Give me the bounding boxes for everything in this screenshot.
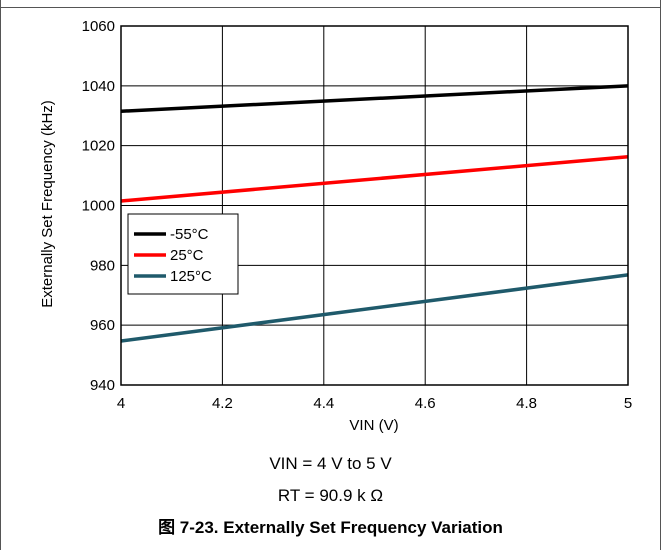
- x-tick-label: 4: [117, 395, 125, 412]
- x-tick-label: 4.4: [313, 395, 334, 412]
- y-tick-label: 1020: [82, 138, 115, 155]
- series-layer: [120, 84, 629, 343]
- legend-label: -55°C: [170, 226, 209, 243]
- legend: -55°C 25°C 125°C: [127, 213, 239, 295]
- series-line-2: [120, 273, 629, 343]
- series-line-1: [120, 154, 629, 203]
- y-tick-label: 940: [90, 377, 115, 394]
- x-tick-label: 4.8: [516, 395, 537, 412]
- y-tick-label: 980: [90, 257, 115, 274]
- x-tick-label: 5: [624, 395, 632, 412]
- figure-caption: 图 7-23. Externally Set Frequency Variati…: [158, 518, 503, 537]
- series-line-0: [120, 84, 629, 114]
- grid-lines: [121, 26, 628, 385]
- line-chart: 4 4.2 4.4 4.6 4.8 5 940 960 980 1000 1020 1040 1060…: [39, 18, 632, 434]
- y-tick-labels: 940 960 980 1000 1020 1040 1060: [82, 18, 115, 394]
- legend-label: 25°C: [170, 247, 204, 264]
- condition-rt: RT = 90.9 k Ω: [277, 486, 384, 505]
- y-tick-label: 1040: [82, 78, 115, 95]
- x-tick-label: 4.2: [212, 395, 233, 412]
- x-axis-label: VIN (V): [349, 417, 398, 434]
- plot-area: [120, 25, 629, 386]
- x-tick-labels: 4 4.2 4.4 4.6 4.8 5: [117, 395, 632, 412]
- x-tick-label: 4.6: [415, 395, 436, 412]
- y-axis-label: Externally Set Frequency (kHz): [39, 100, 56, 308]
- condition-vin: VIN = 4 V to 5 V: [269, 454, 392, 473]
- y-tick-label: 1060: [82, 18, 115, 35]
- y-tick-label: 1000: [82, 198, 115, 215]
- legend-label: 125°C: [170, 268, 212, 285]
- y-tick-label: 960: [90, 317, 115, 334]
